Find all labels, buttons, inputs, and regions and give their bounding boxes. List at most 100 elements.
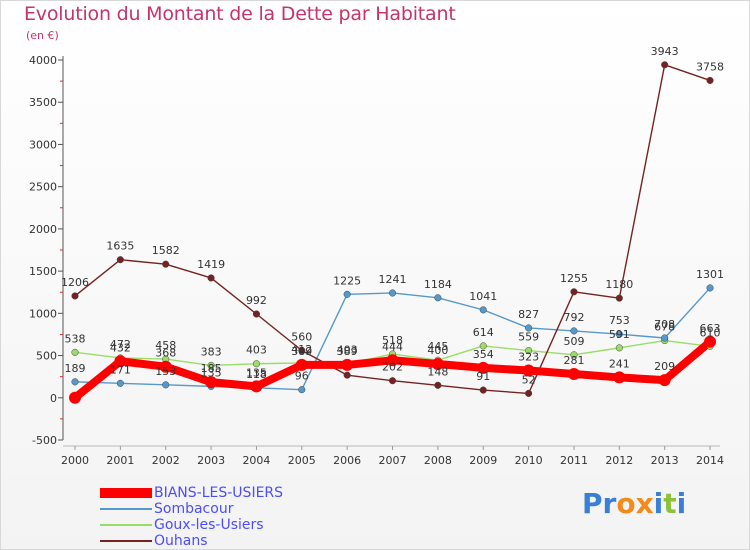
series-3-label-3: 185 bbox=[201, 362, 222, 375]
series-3-point-12 bbox=[613, 371, 626, 384]
x-tick-label-9: 2009 bbox=[469, 454, 497, 467]
series-0-point-12 bbox=[615, 344, 623, 352]
series-1-point-8 bbox=[434, 294, 442, 302]
series-3-label-11: 281 bbox=[563, 354, 584, 367]
legend-swatch-goux bbox=[100, 524, 152, 526]
logo-letter-0: P bbox=[582, 487, 603, 520]
series-3-label-14: 663 bbox=[700, 322, 721, 335]
data-labels: 538 472 458 383 403 412 403 518 445 614 559 509 591 6… bbox=[61, 45, 724, 387]
logo-letter-3: x bbox=[635, 487, 654, 520]
series-3-point-1 bbox=[114, 355, 127, 368]
legend-label-goux: Goux-les-Usiers bbox=[154, 517, 264, 533]
series-3-point-11 bbox=[567, 368, 580, 381]
series-3-point-14 bbox=[704, 335, 717, 348]
series-3-point-10 bbox=[522, 364, 535, 377]
series-2-label-2: 1582 bbox=[152, 244, 180, 257]
series-1-label-5: 96 bbox=[295, 370, 309, 383]
series-1-point-14 bbox=[706, 284, 714, 292]
series-3-label-1: 432 bbox=[110, 341, 131, 354]
chart-title: Evolution du Montant de la Dette par Hab… bbox=[24, 3, 456, 25]
series-2-point-2 bbox=[162, 260, 170, 268]
series-2-label-0: 1206 bbox=[61, 276, 89, 289]
legend-label-ouhans: Ouhans bbox=[154, 533, 208, 549]
x-tick-label-12: 2012 bbox=[605, 454, 633, 467]
series-3-label-13: 209 bbox=[654, 360, 675, 373]
series-0-label-6: 403 bbox=[337, 344, 358, 357]
series-3-label-8: 400 bbox=[427, 344, 448, 357]
series-1-label-10: 827 bbox=[518, 308, 539, 321]
y-tick-label-8: 3500 bbox=[29, 96, 57, 109]
series-0-label-5: 412 bbox=[291, 343, 312, 356]
series-3-point-13 bbox=[658, 374, 671, 387]
axes: -500 0 500 1000 1500 2000 2500 3000 3500 4000 2000… bbox=[29, 54, 724, 467]
series-0-label-7: 518 bbox=[382, 334, 403, 347]
series-3-point-7 bbox=[386, 354, 399, 367]
y-tick-label-2: 500 bbox=[36, 350, 57, 363]
series-3-label-5: 389 bbox=[291, 345, 312, 358]
series-3-point-9 bbox=[477, 361, 490, 374]
x-tick-label-3: 2003 bbox=[197, 454, 225, 467]
series-points bbox=[69, 61, 717, 404]
y-tick-label-5: 2000 bbox=[29, 223, 57, 236]
series-0-label-0: 538 bbox=[65, 332, 86, 345]
series-3-label-2: 368 bbox=[155, 347, 176, 360]
series-2-point-14 bbox=[706, 76, 714, 84]
series-1-point-5 bbox=[298, 386, 306, 394]
series-1-label-9: 1041 bbox=[469, 290, 497, 303]
series-1-point-10 bbox=[525, 324, 533, 332]
series-0-label-11: 509 bbox=[563, 335, 584, 348]
series-2-point-10 bbox=[525, 389, 533, 397]
series-1-point-7 bbox=[388, 289, 397, 297]
series-2-point-5 bbox=[298, 346, 306, 355]
series-2-label-5: 560 bbox=[291, 330, 312, 343]
series-2-point-6 bbox=[343, 371, 351, 379]
y-tick-label-4: 1500 bbox=[29, 265, 57, 278]
series-1-label-6: 1225 bbox=[333, 274, 361, 287]
series-3-point-2 bbox=[159, 360, 172, 373]
series-1-label-3: 135 bbox=[201, 366, 222, 379]
series-1-label-7: 1241 bbox=[379, 273, 407, 286]
series-2-label-11: 1255 bbox=[560, 272, 588, 285]
series-1-point-1 bbox=[116, 379, 124, 387]
x-tick-label-4: 2004 bbox=[242, 454, 270, 467]
series-1-label-11: 792 bbox=[563, 311, 584, 324]
logo-letter-2: o bbox=[616, 487, 636, 520]
x-tick-label-2: 2002 bbox=[152, 454, 180, 467]
series-1-label-1: 171 bbox=[110, 363, 131, 376]
series-3-label-9: 354 bbox=[473, 348, 494, 361]
y-tick-label-0: -500 bbox=[32, 434, 57, 447]
x-tick-label-7: 2007 bbox=[379, 454, 407, 467]
series-2-label-14: 3758 bbox=[696, 60, 724, 73]
x-tick-label-10: 2010 bbox=[515, 454, 543, 467]
series-3-point-8 bbox=[431, 358, 444, 370]
x-tick-label-14: 2014 bbox=[696, 454, 724, 467]
series-3-point-3 bbox=[205, 376, 218, 389]
series-1-label-12: 753 bbox=[609, 314, 630, 327]
series-1-label-0: 189 bbox=[65, 362, 86, 375]
series-0-point-10 bbox=[525, 347, 533, 355]
series-1-point-2 bbox=[162, 381, 170, 389]
series-2-label-10: 52 bbox=[522, 373, 536, 386]
series-1-label-4: 118 bbox=[246, 368, 267, 381]
series-0-point-11 bbox=[570, 351, 578, 359]
series-2-point-7 bbox=[388, 377, 397, 385]
series-0-label-14: 610 bbox=[700, 326, 721, 339]
series-2-point-11 bbox=[570, 288, 578, 296]
x-tick-label-11: 2011 bbox=[560, 454, 588, 467]
series-0-label-8: 445 bbox=[427, 340, 448, 353]
series-0-point-3 bbox=[207, 361, 215, 369]
logo-letter-4: i bbox=[653, 487, 664, 520]
series-2-label-8: 148 bbox=[427, 365, 448, 378]
series-1-point-11 bbox=[570, 327, 578, 335]
y-tick-label-6: 2500 bbox=[29, 181, 57, 194]
series-0-label-1: 472 bbox=[110, 338, 131, 351]
series-0-label-3: 383 bbox=[201, 345, 222, 358]
series-2-label-1: 1635 bbox=[106, 240, 134, 253]
series-1-point-12 bbox=[615, 330, 623, 338]
y-tick-label-1: 0 bbox=[50, 392, 57, 405]
series-1-label-2: 153 bbox=[155, 365, 176, 378]
x-tick-label-1: 2001 bbox=[106, 454, 134, 467]
series-2-point-12 bbox=[615, 294, 623, 302]
series-0-label-2: 458 bbox=[155, 339, 176, 352]
